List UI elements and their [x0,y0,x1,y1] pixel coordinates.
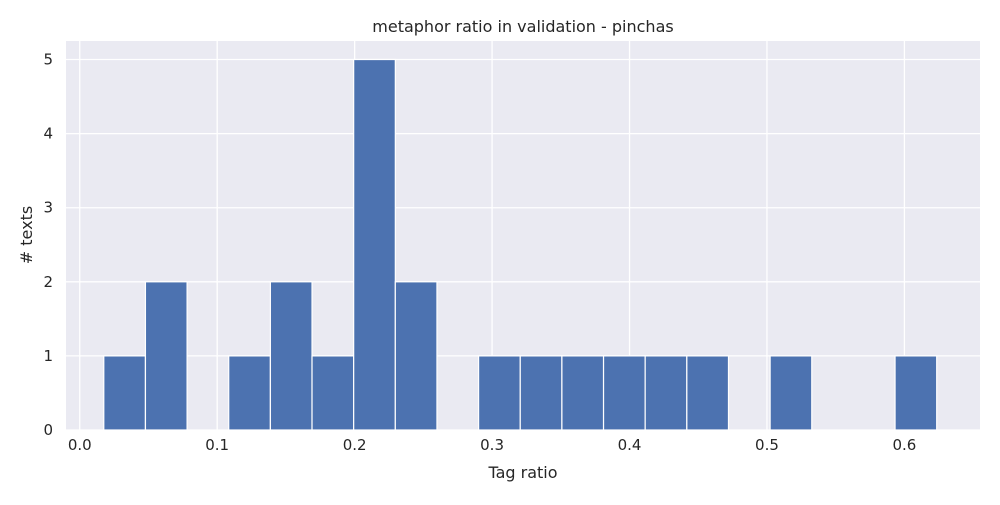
y-axis-label: # texts [17,206,36,264]
histogram-bar [269,281,313,431]
x-tick-label: 0.3 [480,436,504,454]
histogram-bar [602,355,646,431]
histogram-bar [894,355,938,431]
x-tick-label: 0.6 [892,436,916,454]
x-axis-ticks: 0.0 0.1 0.2 0.3 0.4 0.5 0.6 [68,436,917,454]
x-tick-label: 0.2 [343,436,367,454]
histogram-bar [394,281,438,431]
y-axis-ticks: 0 1 2 3 4 5 [43,51,53,439]
x-tick-label: 0.1 [205,436,229,454]
histogram-bar [228,355,271,431]
histogram-bar [311,355,355,431]
chart-title: metaphor ratio in validation - pinchas [372,17,673,36]
y-tick-label: 3 [43,199,53,217]
x-tick-label: 0.0 [68,436,92,454]
x-axis-label: Tag ratio [487,463,557,482]
bars [103,58,938,431]
histogram-bar [769,355,813,431]
histogram-bar [103,355,147,431]
y-tick-label: 0 [43,421,53,439]
histogram-bar [478,355,521,431]
histogram-bar [644,355,688,431]
histogram-bar [686,355,730,431]
histogram-bar [144,281,188,431]
y-tick-label: 2 [43,273,53,291]
x-tick-label: 0.5 [755,436,779,454]
histogram-bar [519,355,563,431]
y-tick-label: 1 [43,347,53,365]
histogram-bar [353,58,396,431]
y-tick-label: 5 [43,51,53,69]
y-tick-label: 4 [43,125,53,143]
histogram-bar [561,355,605,431]
x-tick-label: 0.4 [618,436,642,454]
